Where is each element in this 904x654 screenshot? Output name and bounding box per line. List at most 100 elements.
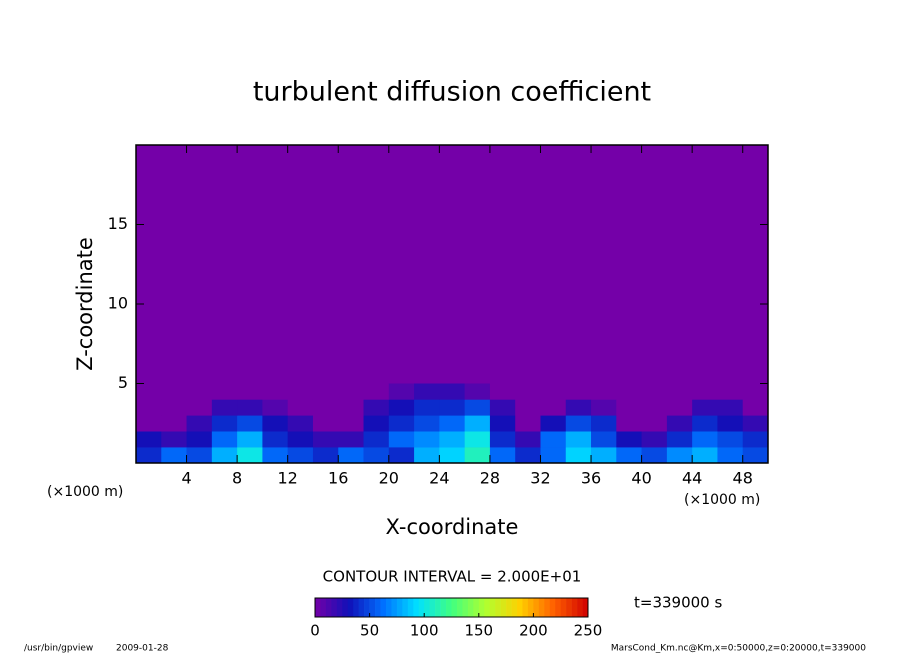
heat-cell — [489, 447, 516, 464]
heat-cell — [161, 383, 187, 400]
heat-cell — [464, 415, 491, 432]
heat-cell — [591, 383, 617, 400]
heat-cell — [439, 431, 465, 448]
heat-cell — [666, 399, 693, 416]
heat-cell — [338, 415, 364, 432]
heat-cell — [186, 399, 213, 416]
heat-cell — [666, 447, 693, 464]
heat-cell — [262, 383, 288, 400]
colorbar-segment — [511, 598, 518, 617]
colorbar-segment — [456, 598, 463, 617]
colorbar-segment — [555, 598, 561, 617]
y-tick-label: 15 — [108, 214, 128, 233]
heat-cell — [616, 431, 642, 448]
heat-cell — [287, 399, 314, 416]
heat-cell — [161, 447, 187, 464]
colorbar-tick-label: 100 — [410, 622, 439, 640]
colorbar-segment — [440, 598, 447, 617]
colorbar-tick-label: 250 — [574, 622, 603, 640]
heat-cell — [439, 399, 465, 416]
heat-cell — [237, 415, 263, 432]
heat-cell — [388, 415, 415, 432]
heat-cell — [666, 415, 693, 432]
heat-cell — [540, 399, 567, 416]
heat-cell — [717, 431, 744, 448]
colorbar-frame — [314, 597, 589, 618]
colorbar-tick-label: 150 — [464, 622, 493, 640]
heat-cell — [641, 431, 668, 448]
colorbar-tick-label: 200 — [519, 622, 548, 640]
colorbar-segment — [380, 598, 387, 617]
heat-cell — [692, 447, 718, 464]
heat-cell — [489, 399, 516, 416]
colorbar-segment — [325, 598, 332, 617]
heat-cell — [363, 431, 390, 448]
heat-cell — [515, 415, 541, 432]
footer-date: 2009-01-28 — [116, 644, 169, 654]
heat-cell — [641, 415, 668, 432]
colorbar-segment — [375, 598, 381, 617]
heat-cell — [717, 383, 744, 400]
colorbar-segment — [407, 598, 414, 617]
heat-cell — [464, 383, 491, 400]
heat-cell — [262, 447, 288, 464]
heat-cell — [287, 383, 314, 400]
heat-cell — [161, 415, 187, 432]
colorbar-segment — [424, 598, 430, 617]
heat-cell — [742, 447, 769, 464]
colorbar-segment — [538, 598, 545, 617]
colorbar-segment — [478, 598, 485, 617]
heat-cell — [136, 383, 162, 400]
heat-cell — [414, 415, 440, 432]
colorbar-segment — [560, 598, 567, 617]
colorbar-segment — [435, 598, 441, 617]
colorbar-segment — [451, 598, 458, 617]
colorbar-segment — [467, 598, 474, 617]
x-unit-label: (×1000 m) — [684, 492, 760, 508]
footer-program: /usr/bin/gpview — [24, 644, 93, 654]
colorbar-segment — [462, 598, 469, 617]
heat-cell — [136, 431, 162, 448]
heat-cell — [136, 415, 162, 432]
colorbar-segment — [577, 598, 583, 617]
heat-cell — [388, 431, 415, 448]
chart-title: turbulent diffusion coefficient — [253, 77, 651, 108]
heat-cell — [616, 447, 642, 464]
heat-cell — [312, 415, 339, 432]
heat-cell — [388, 447, 415, 464]
heat-cell — [540, 415, 567, 432]
colorbar-segment — [347, 598, 354, 617]
colorbar-segment — [364, 598, 370, 617]
heat-cell — [186, 383, 213, 400]
heat-cell — [211, 447, 238, 464]
heat-cell — [363, 447, 390, 464]
colorbar-segment — [396, 598, 403, 617]
heat-cell — [211, 383, 238, 400]
colorbar-segment — [446, 598, 452, 617]
heat-cell — [363, 399, 390, 416]
heat-cell — [287, 431, 314, 448]
heat-cell — [616, 383, 642, 400]
heat-cell — [489, 383, 516, 400]
colorbar-segment — [522, 598, 529, 617]
heat-cell — [414, 431, 440, 448]
heat-cell — [565, 431, 592, 448]
heat-cell — [161, 431, 187, 448]
heat-cell — [312, 447, 339, 464]
heat-cell — [338, 447, 364, 464]
heat-cell — [464, 431, 491, 448]
heat-cell — [287, 415, 314, 432]
colorbar-tick-label: 0 — [310, 622, 320, 640]
heat-cell — [312, 399, 339, 416]
heat-cell — [388, 399, 415, 416]
heat-cell — [515, 383, 541, 400]
heat-cell — [211, 399, 238, 416]
x-tick-label: 44 — [682, 469, 702, 488]
colorbar-segment — [336, 598, 343, 617]
heat-cell — [540, 447, 567, 464]
heat-cell — [287, 447, 314, 464]
heat-cell — [186, 447, 213, 464]
x-tick-label: 32 — [530, 469, 550, 488]
heat-cell — [439, 383, 465, 400]
